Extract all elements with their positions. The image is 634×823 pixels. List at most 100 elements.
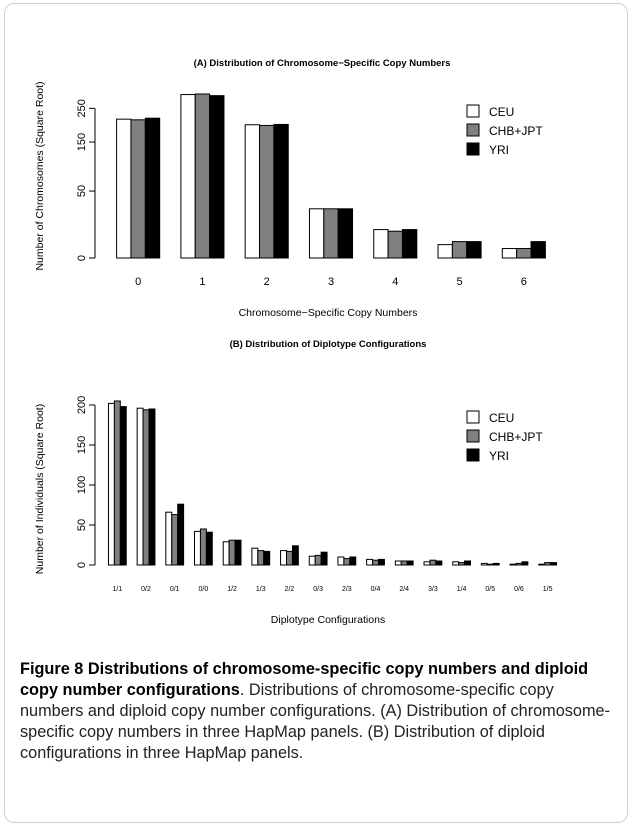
chart-a-bar	[144, 117, 161, 259]
chart-b-y-tick-label: 0	[76, 562, 88, 568]
chart-b-x-tick-label: 1/4	[457, 586, 467, 593]
chart-b-bar	[550, 562, 558, 566]
chart-b-x-tick-label: 0/3	[313, 586, 323, 593]
chart-b-legend-label: YRI	[489, 449, 509, 463]
chart-b-bar	[492, 562, 500, 566]
chart-b-bar	[423, 561, 431, 566]
chart-b-bar	[119, 406, 127, 566]
chart-a-bar	[194, 93, 211, 259]
chart-b-x-tick-label: 0/0	[199, 586, 209, 593]
chart-a-bar	[209, 95, 225, 259]
chart-a-x-tick-label: 6	[521, 276, 527, 288]
chart-b-bar	[142, 409, 150, 566]
chart-b-bar	[177, 503, 185, 566]
chart-b-legend-swatch	[466, 410, 480, 424]
chart-b-legend-swatch	[466, 448, 480, 462]
chart-b-x-tick-label: 2/3	[342, 586, 352, 593]
chart-a-x-tick-label: 1	[199, 276, 205, 288]
chart-a-bar	[516, 248, 532, 259]
chart-a-x-axis-label: Chromosome−Specific Copy Numbers	[239, 307, 418, 319]
chart-b-y-axis-label: Number of Individuals (Square Root)	[34, 404, 46, 574]
chart-b-x-tick-label: 1/5	[543, 586, 553, 593]
chart-b-bar	[263, 550, 271, 566]
chart-b-x-tick-label: 2/4	[399, 586, 409, 593]
chart-b-x-tick-label: 1/2	[227, 586, 237, 593]
chart-a-x-tick-label: 2	[264, 276, 270, 288]
chart-b-bar	[222, 541, 230, 566]
chart-b-bar	[464, 560, 471, 566]
chart-a-legend-label: CHB+JPT	[489, 124, 543, 138]
chart-b-x-tick-label: 0/1	[170, 586, 180, 593]
chart-b-bar	[291, 545, 299, 566]
figure-caption-label: Figure 8 Distributions of chromosome-spe…	[20, 660, 589, 699]
chart-a-bar	[308, 208, 325, 259]
chart-b-title: (B) Distribution of Diplotype Configurat…	[230, 340, 427, 350]
chart-b-bar	[394, 560, 402, 566]
chart-a-bar	[244, 124, 261, 259]
chart-a-bar	[323, 208, 339, 259]
chart-b-x-tick-label: 0/5	[485, 586, 495, 593]
chart-b-bar	[544, 562, 552, 566]
chart-a-bar	[130, 119, 146, 259]
chart-a-legend-swatch	[466, 142, 480, 156]
chart-b-bar	[314, 554, 322, 566]
chart-b-x-tick-label: 1/1	[112, 586, 122, 593]
chart-b-x-tick-label: 2/2	[285, 586, 295, 593]
chart-b-bar	[113, 400, 121, 566]
chart-a-legend-label: CEU	[489, 105, 514, 119]
chart-b-bar	[286, 550, 293, 566]
chart-b-bar	[486, 563, 494, 566]
chart-b-bar	[107, 402, 115, 566]
chart-a-bar	[273, 123, 289, 259]
chart-b-legend-label: CHB+JPT	[489, 430, 543, 444]
chart-a-bar	[387, 230, 403, 259]
chart-a-title: (A) Distribution of Chromosome−Specific …	[194, 58, 451, 69]
chart-b-bar	[406, 560, 414, 566]
chart-a-legend-swatch	[466, 123, 480, 137]
chart-b-y-tick-label: 200	[76, 396, 88, 414]
chart-b-bar	[308, 555, 316, 566]
chart-b-y-tick-label: 100	[76, 476, 88, 494]
chart-b-bar	[280, 550, 288, 566]
chart-a-legend-swatch	[466, 104, 480, 118]
chart-b-bar	[148, 408, 156, 566]
chart-a: (A) Distribution of Chromosome−Specific …	[34, 58, 546, 319]
chart-a-bar	[501, 248, 518, 259]
chart-b-bar	[257, 550, 265, 566]
chart-a-y-tick-label: 250	[76, 99, 88, 117]
chart-a-bar	[530, 241, 546, 259]
figure-caption-text: . Distributions of chromosome-specific c…	[20, 681, 611, 762]
chart-b-y-tick-label: 50	[76, 519, 88, 531]
chart-a-bar	[401, 229, 418, 259]
chart-a-x-tick-label: 3	[328, 276, 334, 288]
chart-b: (B) Distribution of Diplotype Configurat…	[34, 340, 558, 626]
chart-a-y-tick-label: 150	[76, 133, 88, 151]
chart-b-bar	[171, 514, 179, 566]
chart-b-bar	[337, 556, 345, 566]
chart-b-x-tick-label: 3/3	[428, 586, 438, 593]
chart-a-bar	[437, 244, 453, 259]
chart-b-x-tick-label: 0/4	[371, 586, 381, 593]
chart-a-bar	[451, 241, 468, 259]
chart-a-bar	[180, 94, 196, 259]
chart-a-y-tick-label: 0	[76, 255, 88, 261]
chart-a-bar	[337, 208, 354, 259]
chart-b-bar	[435, 560, 443, 566]
chart-b-bar	[452, 561, 460, 566]
chart-b-bar	[509, 563, 517, 566]
chart-b-bar	[538, 563, 546, 566]
chart-a-x-tick-label: 0	[135, 276, 141, 288]
chart-b-legend-label: CEU	[489, 411, 514, 425]
chart-b-x-tick-label: 0/6	[514, 586, 524, 593]
chart-b-bar	[429, 559, 437, 566]
chart-b-bar	[480, 562, 488, 566]
chart-a-bar	[466, 241, 482, 259]
chart-b-bar	[515, 562, 523, 566]
chart-b-bar	[165, 511, 173, 566]
chart-b-bar	[458, 562, 466, 566]
chart-b-legend-swatch	[466, 429, 480, 443]
chart-a-legend-label: YRI	[489, 143, 509, 157]
chart-b-x-tick-label: 1/3	[256, 586, 266, 593]
chart-b-bar	[349, 556, 357, 566]
figure-caption: Figure 8 Distributions of chromosome-spe…	[20, 659, 620, 764]
